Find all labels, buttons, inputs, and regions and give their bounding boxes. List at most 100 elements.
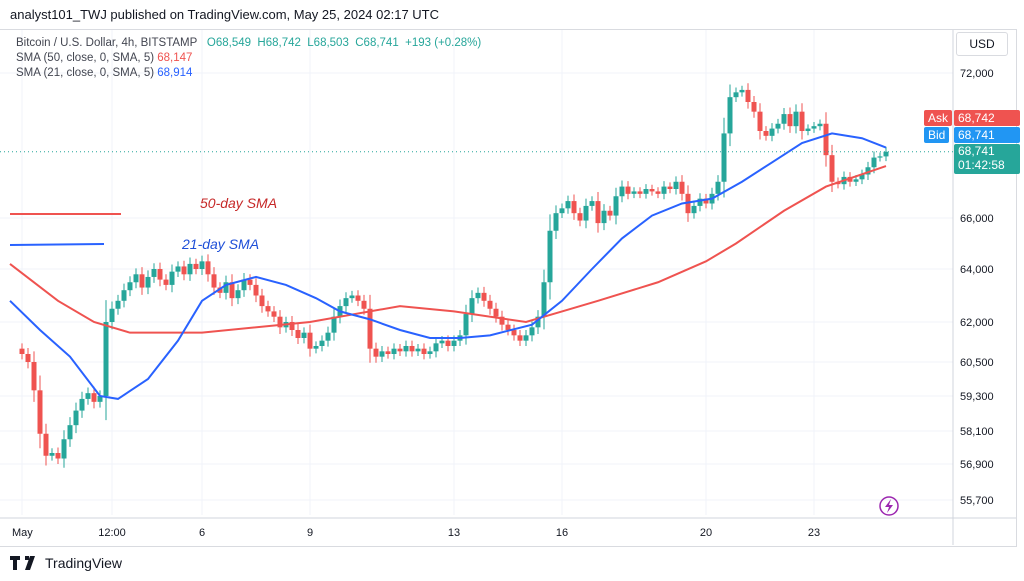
candle — [19, 343, 25, 360]
candle-body — [133, 274, 139, 283]
bid-label: Bid — [924, 127, 950, 143]
candle-body — [853, 179, 859, 182]
candle-body — [55, 453, 61, 459]
candle-body — [277, 316, 283, 328]
candle — [307, 324, 313, 357]
candle-body — [817, 123, 823, 127]
candle — [505, 319, 511, 336]
candle-body — [547, 230, 553, 283]
candle — [811, 121, 817, 133]
candle-body — [541, 282, 547, 317]
candle-body — [265, 306, 271, 312]
candle-body — [385, 351, 391, 354]
candle — [427, 346, 433, 359]
candle — [493, 302, 499, 323]
candle — [91, 386, 97, 409]
candle-body — [721, 133, 727, 182]
candle-body — [739, 89, 745, 93]
candle-body — [799, 111, 805, 131]
candle-body — [871, 157, 877, 168]
candle — [583, 198, 589, 229]
ask-price: 68,742 — [954, 110, 1020, 126]
candle — [223, 275, 229, 300]
candle — [775, 118, 781, 134]
candle-body — [451, 340, 457, 346]
candle — [259, 288, 265, 313]
candle-body — [67, 425, 73, 440]
candle — [97, 390, 103, 408]
candle — [25, 348, 31, 369]
candle — [205, 254, 211, 282]
y-tick-label: 59,300 — [960, 391, 994, 403]
candle-body — [271, 311, 277, 317]
currency-button[interactable]: USD — [956, 32, 1008, 56]
candle-body — [367, 308, 373, 349]
candle — [595, 192, 601, 233]
candle-body — [151, 269, 157, 277]
candle — [517, 330, 523, 346]
candle — [559, 203, 565, 218]
candle — [235, 284, 241, 305]
candle — [865, 161, 871, 180]
candle-body — [163, 279, 169, 285]
candle-body — [637, 191, 643, 194]
tradingview-logo[interactable]: TradingView — [10, 555, 122, 571]
candle-body — [595, 201, 601, 224]
candle — [109, 301, 115, 330]
candle-body — [577, 213, 583, 221]
sma50-label[interactable]: SMA (50, close, 0, SMA, 5) — [16, 52, 155, 64]
candle-body — [415, 348, 421, 352]
candle — [571, 194, 577, 220]
candle-body — [325, 332, 331, 341]
y-tick-label: 60,500 — [960, 357, 994, 369]
candle-body — [103, 322, 109, 396]
candle — [703, 193, 709, 209]
candle — [667, 182, 673, 194]
candle-body — [523, 335, 529, 341]
candle-body — [199, 261, 205, 269]
candle — [415, 344, 421, 356]
sma50-annotation: 50-day SMA — [200, 195, 277, 211]
candle-body — [601, 210, 607, 224]
candle — [157, 262, 163, 287]
ohlc-change: +193 (+0.28%) — [405, 37, 482, 49]
candle-body — [301, 332, 307, 338]
candle — [673, 176, 679, 195]
candle — [691, 200, 697, 219]
candle-body — [109, 308, 115, 322]
lightning-icon[interactable] — [879, 496, 899, 516]
candle — [265, 300, 271, 317]
candle-body — [745, 89, 751, 102]
candle — [127, 276, 133, 297]
candle-body — [175, 266, 181, 272]
ohlc-close: C68,741 — [355, 37, 399, 49]
candle-body — [85, 393, 91, 399]
candle-body — [121, 290, 127, 301]
candle — [199, 255, 205, 275]
candle-body — [877, 156, 883, 158]
candle — [409, 340, 415, 357]
candle-body — [661, 186, 667, 194]
candle-body — [181, 266, 187, 275]
y-tick-label: 56,900 — [960, 459, 994, 471]
candle — [241, 272, 247, 297]
candle — [553, 205, 559, 240]
x-tick-label: 13 — [448, 527, 460, 539]
ohlc-low: L68,503 — [307, 37, 349, 49]
candle-body — [313, 346, 319, 349]
x-tick-label: 6 — [199, 527, 205, 539]
candle — [541, 269, 547, 330]
ohlc-open: O68,549 — [206, 37, 252, 49]
candle-body — [205, 261, 211, 275]
candle — [103, 300, 109, 421]
tradingview-logo-icon — [10, 556, 35, 570]
candle — [883, 146, 889, 162]
x-tick-label: 12:00 — [98, 527, 126, 539]
candle-body — [487, 300, 493, 309]
candle — [793, 104, 799, 134]
x-tick-label: 23 — [808, 527, 820, 539]
candle — [859, 169, 865, 185]
candle-body — [403, 346, 409, 352]
sma21-label[interactable]: SMA (21, close, 0, SMA, 5) — [16, 67, 155, 79]
